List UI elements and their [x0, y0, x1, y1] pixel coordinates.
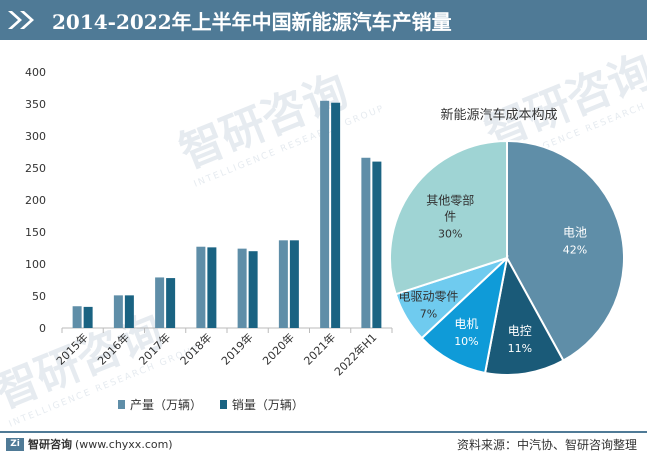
footer-brand: Zi 智研咨询 (www.chyxx.com) — [6, 436, 173, 452]
x-tick-label: 2019年 — [218, 330, 255, 367]
header-bar: 2014-2022年上半年中国新能源汽车产销量 — [0, 0, 647, 40]
bar-sales — [289, 240, 299, 328]
pie-slice — [389, 139, 508, 296]
bar-sales — [248, 251, 258, 328]
x-tick-label: 2016年 — [95, 330, 132, 367]
bar-production — [72, 306, 82, 328]
pie-slice-label: 电控 11% — [508, 324, 532, 355]
brand-logo: Zi — [6, 437, 24, 451]
bar-production — [155, 277, 165, 328]
y-tick-label: 350 — [25, 98, 46, 111]
x-tick-label: 2021年 — [301, 330, 338, 367]
page-title: 2014-2022年上半年中国新能源汽车产销量 — [52, 10, 452, 34]
y-tick-label: 50 — [32, 290, 46, 303]
bar-production — [320, 100, 330, 328]
bar-sales — [207, 247, 217, 328]
bar-sales — [166, 278, 176, 328]
legend-swatch-production — [118, 400, 125, 409]
bar-production — [237, 248, 247, 328]
data-source: 资料来源：中汽协、智研咨询整理 — [456, 438, 637, 452]
bar-sales — [331, 102, 341, 328]
pie-slice-label: 其他零部件 30% — [426, 193, 474, 241]
y-tick-label: 400 — [25, 66, 46, 79]
pie-slice — [420, 255, 509, 375]
pie-slice-label: 电池 42% — [563, 226, 587, 257]
bar-production — [113, 295, 123, 328]
y-tick-label: 0 — [39, 322, 46, 335]
bar-sales — [83, 306, 93, 328]
pie-slice-label: 电机 10% — [454, 317, 478, 348]
footer-divider — [0, 431, 647, 433]
bar-legend: 产量（万辆） 销量（万辆） — [118, 396, 318, 413]
x-tick-label: 2015年 — [53, 330, 90, 367]
bar-sales — [124, 295, 134, 328]
brand-url[interactable]: (www.chyxx.com) — [75, 437, 173, 451]
y-tick-label: 200 — [25, 194, 46, 207]
y-tick-label: 300 — [25, 130, 46, 143]
pie-slice — [506, 139, 625, 362]
bar-production — [278, 240, 288, 328]
legend-item-production: 产量（万辆） — [118, 396, 202, 413]
x-tick-label: 2018年 — [177, 330, 214, 367]
bar-production — [196, 246, 206, 328]
y-tick-label: 150 — [25, 226, 46, 239]
y-tick-label: 100 — [25, 258, 46, 271]
bar-production — [361, 157, 371, 328]
x-tick-label: 2022年H1 — [331, 330, 379, 378]
bar-sales — [372, 161, 382, 328]
pie-slice — [483, 255, 565, 376]
pie-slice-label: 电驱动零件 7% — [398, 289, 458, 320]
brand-name: 智研咨询 — [28, 438, 72, 451]
y-tick-label: 250 — [25, 162, 46, 175]
x-tick-label: 2020年 — [260, 330, 297, 367]
legend-item-sales: 销量（万辆） — [219, 396, 304, 413]
pie-title: 新能源汽车成本构成 — [440, 107, 557, 123]
x-tick-label: 2017年 — [136, 330, 173, 367]
double-chevron-icon — [8, 11, 34, 29]
legend-swatch-sales — [219, 400, 227, 409]
